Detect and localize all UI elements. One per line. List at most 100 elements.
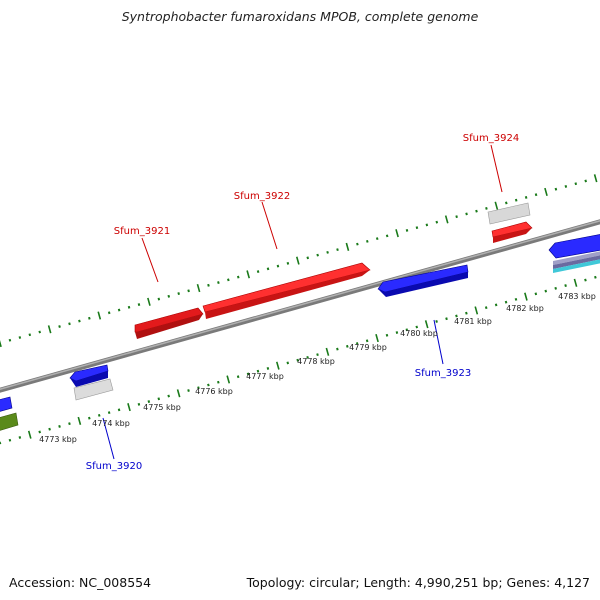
- connector-sfum-3924: [490, 144, 503, 193]
- minor-tick: [167, 394, 170, 398]
- major-tick: [196, 284, 201, 293]
- minor-tick: [157, 297, 161, 301]
- minor-tick: [554, 286, 557, 290]
- minor-tick: [306, 355, 309, 359]
- minor-tick: [8, 438, 12, 442]
- minor-tick: [177, 292, 180, 295]
- major-tick: [325, 347, 330, 356]
- minor-tick: [435, 220, 439, 224]
- minor-tick: [524, 196, 528, 199]
- minor-tick: [58, 325, 61, 328]
- minor-tick: [356, 242, 359, 246]
- genome-summary-text: Topology: circular; Length: 4,990,251 bp…: [246, 575, 590, 590]
- gene-sfum-3922[interactable]: [202, 262, 371, 319]
- label-sfum-3920[interactable]: Sfum_3920: [86, 461, 142, 472]
- major-tick: [147, 297, 151, 306]
- minor-tick: [455, 215, 458, 219]
- minor-tick: [365, 339, 369, 343]
- feature-olive-left-edge[interactable]: [0, 412, 19, 431]
- major-tick: [275, 361, 280, 370]
- minor-tick: [405, 328, 409, 332]
- scale-label: 4776 kbp: [195, 387, 233, 396]
- minor-tick: [564, 185, 568, 188]
- inner-tick-track: [0, 275, 597, 445]
- minor-tick: [107, 411, 111, 415]
- major-tick: [295, 256, 300, 265]
- major-tick: [226, 375, 231, 384]
- minor-tick: [385, 333, 389, 337]
- minor-tick: [97, 413, 101, 417]
- gene-blue-left-edge[interactable]: [0, 396, 13, 412]
- minor-tick: [18, 336, 22, 339]
- minor-tick: [584, 278, 587, 282]
- minor-tick: [58, 425, 61, 428]
- minor-tick: [455, 314, 458, 318]
- label-sfum-3921[interactable]: Sfum_3921: [114, 226, 170, 237]
- minor-tick: [227, 278, 230, 282]
- minor-tick: [167, 294, 171, 298]
- outer-tick-track: [0, 174, 598, 348]
- major-tick: [395, 229, 399, 238]
- minor-tick: [415, 226, 419, 230]
- major-tick: [246, 270, 251, 279]
- minor-tick: [395, 331, 399, 334]
- minor-tick: [296, 358, 299, 362]
- major-tick: [444, 215, 449, 224]
- minor-tick: [78, 319, 81, 323]
- minor-tick: [38, 430, 41, 434]
- major-tick: [494, 201, 499, 210]
- minor-tick: [207, 383, 210, 387]
- minor-tick: [594, 275, 597, 279]
- minor-tick: [564, 284, 567, 287]
- label-sfum-3923[interactable]: Sfum_3923: [415, 368, 471, 379]
- major-tick: [27, 430, 32, 439]
- major-tick: [474, 306, 479, 315]
- label-sfum-3922[interactable]: Sfum_3922: [234, 191, 290, 202]
- minor-tick: [465, 212, 468, 216]
- gene-blue-3919[interactable]: [69, 364, 109, 387]
- feature-stack-right-edge[interactable]: [553, 251, 600, 273]
- minor-tick: [366, 239, 369, 243]
- gene-blue-3925[interactable]: [548, 234, 600, 259]
- minor-tick: [375, 237, 379, 241]
- minor-tick: [504, 300, 508, 304]
- label-sfum-3924[interactable]: Sfum_3924: [463, 133, 519, 144]
- gene-sfum-3924[interactable]: [491, 221, 533, 243]
- minor-tick: [18, 436, 22, 439]
- minor-tick: [88, 316, 91, 320]
- minor-tick: [405, 228, 409, 232]
- major-tick: [375, 333, 379, 343]
- gene-gray-forward[interactable]: [487, 202, 531, 225]
- scale-label: 4781 kbp: [454, 317, 492, 326]
- minor-tick: [246, 372, 250, 376]
- gene-sfum-3921[interactable]: [134, 307, 204, 339]
- minor-tick: [494, 303, 498, 307]
- minor-tick: [48, 427, 51, 431]
- scale-label: 4777 kbp: [246, 372, 284, 381]
- minor-tick: [187, 289, 190, 293]
- minor-tick: [147, 400, 151, 403]
- scale-label: 4773 kbp: [39, 435, 77, 444]
- minor-tick: [355, 342, 359, 345]
- major-tick: [0, 339, 2, 348]
- minor-tick: [475, 209, 478, 213]
- minor-tick: [336, 347, 339, 351]
- minor-tick: [554, 187, 558, 191]
- gene-sfum-3920[interactable]: [73, 378, 114, 401]
- gene-sfum-3923[interactable]: [377, 264, 469, 297]
- map-title: Syntrophobacter fumaroxidans MPOB, compl…: [121, 9, 479, 24]
- connector-sfum-3922: [261, 201, 278, 250]
- minor-tick: [256, 270, 260, 274]
- minor-tick: [236, 375, 240, 379]
- minor-tick: [514, 297, 518, 301]
- minor-tick: [316, 353, 319, 357]
- minor-tick: [107, 311, 111, 315]
- scale-label: 4778 kbp: [297, 357, 335, 366]
- minor-tick: [306, 256, 310, 260]
- minor-tick: [117, 308, 121, 312]
- minor-tick: [157, 397, 161, 401]
- scale-label: 4780 kbp: [400, 329, 438, 338]
- minor-tick: [544, 289, 548, 293]
- minor-tick: [137, 402, 141, 406]
